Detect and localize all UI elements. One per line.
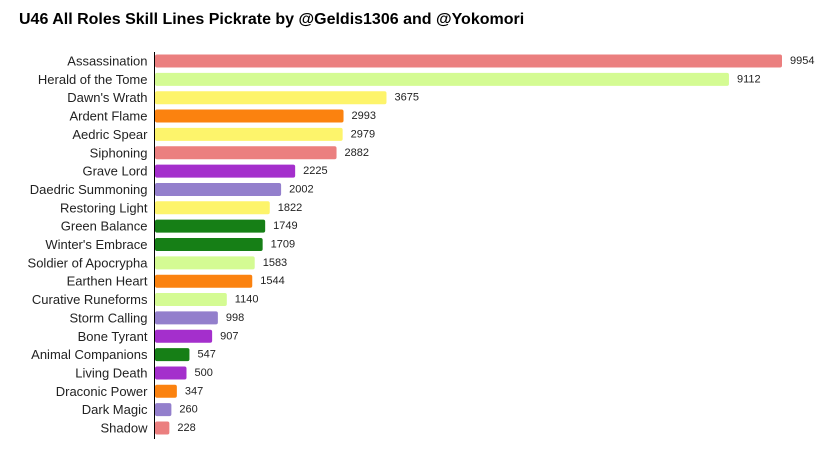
category-label: Soldier of Apocrypha — [28, 255, 149, 270]
value-label: 2882 — [345, 147, 369, 159]
bar — [155, 127, 343, 141]
bar — [155, 146, 337, 160]
bar — [155, 384, 177, 398]
bar — [155, 348, 190, 362]
category-label: Animal Companions — [31, 347, 148, 362]
value-label: 3675 — [394, 92, 418, 104]
bar — [155, 201, 270, 215]
value-label: 1749 — [273, 220, 297, 232]
category-label: Curative Runeforms — [32, 292, 148, 307]
bar — [155, 109, 344, 123]
category-label: Aedric Spear — [72, 127, 148, 142]
value-label: 2225 — [303, 165, 327, 177]
category-label: Winter's Embrace — [45, 237, 147, 252]
category-label: Assassination — [67, 54, 147, 69]
value-label: 1709 — [271, 239, 295, 251]
bar — [155, 293, 227, 307]
category-label: Daedric Summoning — [30, 182, 148, 197]
bar — [155, 329, 213, 343]
value-label: 2993 — [352, 110, 376, 122]
bar — [155, 182, 282, 196]
value-label: 1583 — [263, 257, 287, 269]
category-label: Green Balance — [61, 219, 148, 234]
bar — [155, 72, 729, 86]
bar — [155, 238, 263, 251]
category-label: Dark Magic — [82, 402, 148, 417]
category-label: Ardent Flame — [69, 109, 147, 124]
bar — [155, 421, 170, 435]
value-label: 547 — [197, 349, 215, 361]
bar — [155, 403, 172, 417]
bar — [155, 164, 296, 178]
bar — [155, 219, 266, 233]
chart-title: U46 All Roles Skill Lines Pickrate by @G… — [19, 11, 525, 28]
value-label: 2002 — [289, 183, 313, 195]
value-label: 1544 — [260, 275, 284, 287]
category-label: Grave Lord — [82, 164, 147, 179]
bar — [155, 366, 187, 380]
value-label: 500 — [194, 367, 212, 379]
category-label: Living Death — [75, 365, 147, 380]
value-label: 9112 — [737, 73, 761, 85]
value-label: 260 — [179, 404, 197, 416]
category-label: Storm Calling — [69, 310, 147, 325]
category-label: Restoring Light — [60, 200, 148, 215]
category-label: Herald of the Tome — [38, 72, 148, 87]
value-label: 347 — [185, 385, 203, 397]
category-label: Earthen Heart — [67, 274, 148, 289]
category-label: Shadow — [101, 421, 149, 436]
value-label: 228 — [177, 422, 195, 434]
category-label: Siphoning — [90, 145, 148, 160]
value-label: 2979 — [351, 128, 375, 140]
bar — [155, 54, 782, 68]
bar — [155, 311, 218, 325]
value-label: 907 — [220, 330, 238, 342]
category-label: Draconic Power — [56, 384, 148, 399]
bar — [155, 91, 387, 105]
bar — [155, 274, 253, 288]
value-label: 998 — [226, 312, 244, 324]
value-label: 9954 — [790, 55, 814, 67]
value-label: 1822 — [278, 202, 302, 214]
bar — [155, 256, 255, 270]
value-label: 1140 — [235, 294, 259, 306]
category-label: Dawn's Wrath — [67, 90, 147, 105]
category-label: Bone Tyrant — [78, 329, 148, 344]
